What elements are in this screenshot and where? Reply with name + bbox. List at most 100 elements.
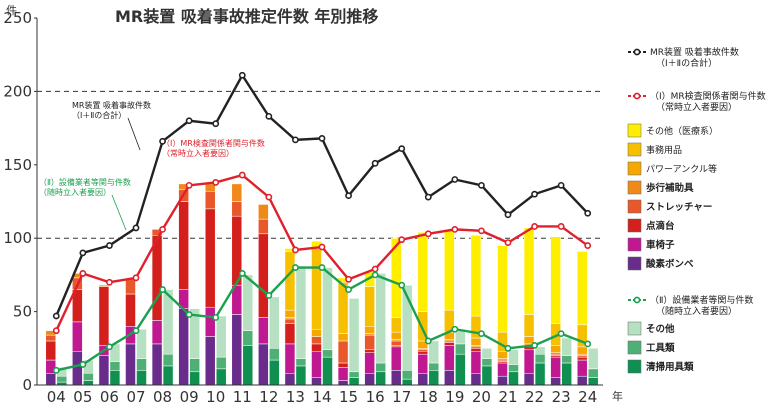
x-tick-label: 05 — [73, 388, 92, 406]
series-point-3 — [557, 330, 565, 338]
group-i-bar-segment — [497, 375, 508, 386]
series-point-2 — [212, 179, 220, 186]
legend-line-label: （Ⅱ）設備業者等関与件数 — [650, 294, 753, 306]
x-tick-label: 11 — [233, 388, 252, 406]
series-point-3 — [504, 344, 512, 352]
series-point-2 — [398, 236, 406, 244]
group-ii-bar-segment — [83, 380, 94, 386]
chart-title: MR装置 吸着事故推定件数 年別推移 — [115, 7, 378, 26]
group-i-bar-segment — [258, 317, 269, 345]
group-i-bar-segment — [125, 293, 136, 327]
y-tick-label: 200 — [3, 82, 32, 100]
series-point-2 — [557, 223, 565, 230]
annotation-leader — [127, 117, 141, 151]
series-point-2 — [185, 181, 193, 189]
group-ii-bar-segment — [401, 284, 413, 371]
group-i-bar-segment — [231, 183, 243, 202]
group-ii-bar-segment — [508, 371, 519, 386]
group-ii-bar-segment — [561, 362, 572, 386]
group-i-bar-segment — [364, 334, 375, 351]
group-ii-bar-segment — [481, 348, 493, 359]
x-tick-label: 17 — [392, 388, 411, 406]
legend-item-label: 工具類 — [646, 342, 675, 354]
series-point-2 — [478, 227, 485, 235]
legend-item-label: 清掃用具類 — [646, 361, 694, 373]
legend-line-sublabel: （常時立入者要因） — [656, 101, 737, 113]
series-point-1 — [292, 136, 299, 144]
series-point-1 — [238, 71, 246, 79]
group-ii-bar-segment — [587, 368, 599, 378]
group-i-bar-segment — [125, 279, 136, 295]
group-i-bar-segment — [364, 352, 375, 374]
group-ii-bar-segment — [508, 349, 519, 365]
annotation-text: （随時立入者要因） — [39, 187, 111, 197]
series-point-1 — [318, 134, 326, 142]
group-i-bar-segment — [337, 367, 349, 381]
x-unit-label: 年 — [612, 389, 623, 403]
group-i-bar-segment — [311, 328, 322, 337]
series-point-3 — [318, 264, 326, 271]
annotation-text: （Ⅰ＋Ⅱの合計） — [72, 110, 126, 120]
group-ii-bar-segment — [375, 362, 386, 373]
group-ii-bar-segment — [322, 349, 333, 358]
legend-swatch — [627, 142, 642, 157]
series-point-2 — [79, 270, 87, 277]
x-tick-label: 09 — [180, 388, 199, 406]
group-i-bar-segment — [98, 355, 110, 386]
group-ii-bar-segment — [189, 308, 200, 359]
group-i-bar-segment — [390, 346, 402, 371]
series-point-3 — [185, 311, 193, 318]
group-ii-bar-segment — [269, 348, 280, 361]
group-i-bar-segment — [311, 336, 322, 345]
annotations-layer: MR装置 吸着事故件数（Ⅰ＋Ⅱの合計） （Ⅰ）MR検査関係者関与件数（常時立入者要… — [39, 100, 265, 231]
legend-line-marker — [633, 92, 641, 100]
group-i-bar-segment — [204, 306, 216, 337]
group-ii-bar-segment — [455, 343, 466, 355]
group-ii-bar-segment — [242, 330, 254, 346]
group-ii-bar-segment — [587, 348, 599, 370]
group-i-bar-segment — [337, 333, 349, 342]
series-point-2 — [584, 242, 592, 249]
series-point-3 — [531, 341, 538, 349]
series-point-3 — [132, 327, 140, 335]
group-ii-bar-segment — [455, 353, 466, 386]
group-i-bar-segment — [417, 373, 429, 386]
series-point-2 — [345, 275, 352, 283]
group-ii-bar-segment — [428, 370, 440, 386]
series-point-2 — [238, 171, 246, 179]
group-i-bar-segment — [204, 336, 216, 386]
series-point-2 — [106, 278, 113, 286]
series-point-2 — [159, 225, 166, 233]
group-i-bar-segment — [497, 362, 508, 377]
group-i-bar-segment — [284, 318, 296, 324]
group-ii-bar-segment — [136, 358, 147, 371]
group-i-bar-segment — [337, 340, 349, 364]
series-point-3 — [345, 286, 352, 293]
x-tick-label: 15 — [339, 388, 358, 406]
x-tick-label: 06 — [100, 388, 119, 406]
legend-line-sublabel: （Ⅰ＋Ⅱの合計） — [656, 57, 717, 69]
group-ii-bar-segment — [375, 273, 386, 364]
series-point-1 — [504, 211, 512, 219]
group-i-bar-segment — [550, 236, 561, 324]
group-i-bar-segment — [417, 350, 429, 355]
group-ii-bar-segment — [561, 337, 572, 356]
series-point-3 — [371, 271, 379, 279]
series-point-3 — [398, 281, 406, 289]
group-ii-bar-segment — [162, 353, 174, 367]
series-point-1 — [159, 137, 166, 145]
legend-swatch — [627, 123, 642, 138]
group-i-bar-segment — [470, 373, 482, 386]
series-point-1 — [371, 159, 379, 167]
group-ii-bar-segment — [348, 377, 360, 386]
group-i-bar-segment — [576, 359, 588, 377]
group-i-bar-segment — [72, 321, 83, 352]
group-i-bar-segment — [204, 190, 216, 210]
group-i-bar-segment — [390, 340, 402, 346]
group-ii-bar-segment — [534, 353, 546, 364]
group-ii-bar-segment — [481, 358, 493, 367]
group-ii-bar-segment — [587, 377, 599, 386]
series-point-3 — [212, 314, 220, 321]
group-i-bar-segment — [258, 204, 269, 220]
series-point-1 — [52, 312, 60, 320]
